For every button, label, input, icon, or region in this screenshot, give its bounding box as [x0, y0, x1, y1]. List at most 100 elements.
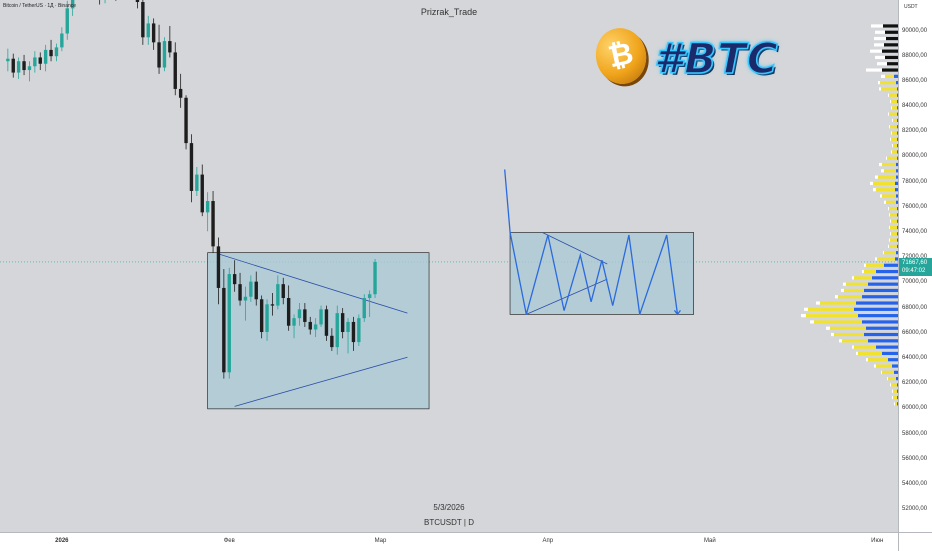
profile-bar-white	[879, 162, 882, 167]
profile-bar-yellow	[892, 150, 897, 154]
profile-bar-blue	[862, 295, 898, 299]
candle-body	[54, 47, 59, 57]
profile-bar-white	[816, 301, 820, 305]
profile-bar-white	[874, 364, 876, 368]
profile-bar-yellow	[892, 106, 897, 110]
candle-body	[367, 294, 372, 299]
profile-bar-blue	[897, 112, 898, 116]
profile-bar-yellow	[891, 383, 897, 387]
candle-body	[146, 23, 150, 38]
profile-bar-blue	[858, 314, 898, 318]
profile-bar-blue	[896, 169, 898, 173]
profile-bar-blue	[892, 364, 898, 368]
candle-body	[38, 57, 42, 64]
time-tick-label: Фев	[223, 538, 235, 544]
snapshot-date: 5/3/2026	[433, 503, 465, 512]
profile-bar-white	[892, 144, 893, 148]
price-chart[interactable]	[0, 0, 898, 532]
candle-body	[330, 335, 334, 348]
profile-bar-blue	[897, 219, 898, 223]
candle-body	[340, 313, 345, 333]
profile-bar-white	[892, 118, 893, 123]
profile-bar-black	[882, 49, 898, 53]
price-axis[interactable]: USDT 52000,00 54000,00 56000,00 58000,00 600…	[898, 0, 932, 532]
profile-bar-white	[884, 200, 886, 204]
profile-bar-white	[881, 169, 884, 173]
profile-bar-white	[890, 232, 891, 236]
candle-body	[162, 41, 167, 68]
profile-bar-white	[875, 55, 885, 60]
profile-bar-white	[870, 49, 882, 53]
profile-bar-blue	[897, 232, 898, 236]
profile-bar-yellow	[893, 144, 897, 148]
symbol-description: Bitcoin / TetherUS · 1Д · Binance	[3, 3, 77, 9]
profile-bar-blue	[868, 339, 898, 343]
projection-path	[504, 169, 679, 315]
profile-bar-white	[890, 383, 891, 387]
profile-bar-yellow	[878, 175, 896, 179]
profile-bar-blue	[897, 225, 898, 230]
candle-body	[49, 49, 53, 57]
candle-body	[276, 284, 280, 306]
profile-bar-blue	[897, 395, 898, 400]
profile-bar-white	[892, 395, 893, 400]
candle-body	[281, 284, 285, 299]
profile-bar-white	[804, 307, 808, 311]
candle-body	[297, 309, 302, 319]
price-tick-label: 86000,00	[902, 77, 928, 84]
candle-body	[335, 313, 339, 348]
candle-body	[60, 33, 64, 48]
profile-bar-blue	[897, 156, 898, 160]
profile-bar-yellow	[877, 257, 895, 261]
profile-bar-blue	[897, 144, 898, 148]
profile-bar-blue	[866, 326, 898, 330]
profile-bar-yellow	[882, 194, 896, 198]
time-tick-label: Июн	[871, 538, 884, 544]
chart-area[interactable]: Bitcoin / TetherUS · 1Д · Binance Prizra…	[0, 0, 898, 532]
profile-bar-yellow	[889, 112, 897, 116]
profile-bar-yellow	[808, 307, 854, 311]
price-tick-label: 76000,00	[902, 203, 928, 210]
price-tick-label: 60000,00	[902, 405, 928, 412]
price-tick-label: 88000,00	[902, 52, 928, 59]
projection-arrowhead	[673, 310, 681, 316]
profile-bar-white	[883, 251, 884, 255]
author-name: Prizrak_Trade	[420, 7, 478, 17]
profile-bar-yellow	[846, 282, 868, 286]
profile-bar-yellow	[880, 81, 896, 85]
time-axis[interactable]: 2026 Фев Мар Апр Май Июн	[0, 532, 898, 551]
profile-bar-yellow	[854, 276, 872, 280]
price-tick-label: 64000,00	[902, 354, 928, 361]
candle-body	[211, 201, 215, 247]
profile-bar-black	[883, 24, 898, 28]
profile-bar-yellow	[889, 244, 897, 248]
profile-bar-white	[875, 257, 877, 261]
candle-body	[308, 321, 312, 330]
candle-body	[351, 321, 356, 343]
profile-bar-blue	[897, 131, 898, 135]
profile-bar-yellow	[893, 389, 897, 393]
profile-bar-white	[889, 225, 890, 230]
candle-body	[319, 309, 323, 325]
price-tick-label: 56000,00	[902, 455, 928, 462]
triangle-upper-line	[218, 253, 408, 314]
profile-bar-yellow	[895, 402, 897, 406]
profile-bar-white	[889, 125, 890, 129]
bitcoin-coin-icon: ₿	[590, 23, 652, 89]
profile-bar-white	[887, 377, 888, 381]
candle-body	[11, 58, 15, 73]
profile-bar-white	[843, 282, 846, 286]
candle-body	[324, 309, 329, 336]
candle-body	[303, 309, 307, 322]
profile-bar-blue	[896, 194, 898, 198]
price-tick-label: 66000,00	[902, 329, 928, 336]
profile-bar-white	[888, 93, 889, 97]
candle-body	[286, 298, 291, 326]
profile-bar-yellow	[838, 295, 862, 299]
profile-bar-white	[801, 314, 806, 318]
candle-body	[65, 8, 69, 34]
profile-bar-yellow	[866, 263, 884, 267]
candle-body	[178, 88, 183, 98]
profile-bar-yellow	[891, 99, 897, 104]
price-tick-label: 54000,00	[902, 480, 928, 487]
